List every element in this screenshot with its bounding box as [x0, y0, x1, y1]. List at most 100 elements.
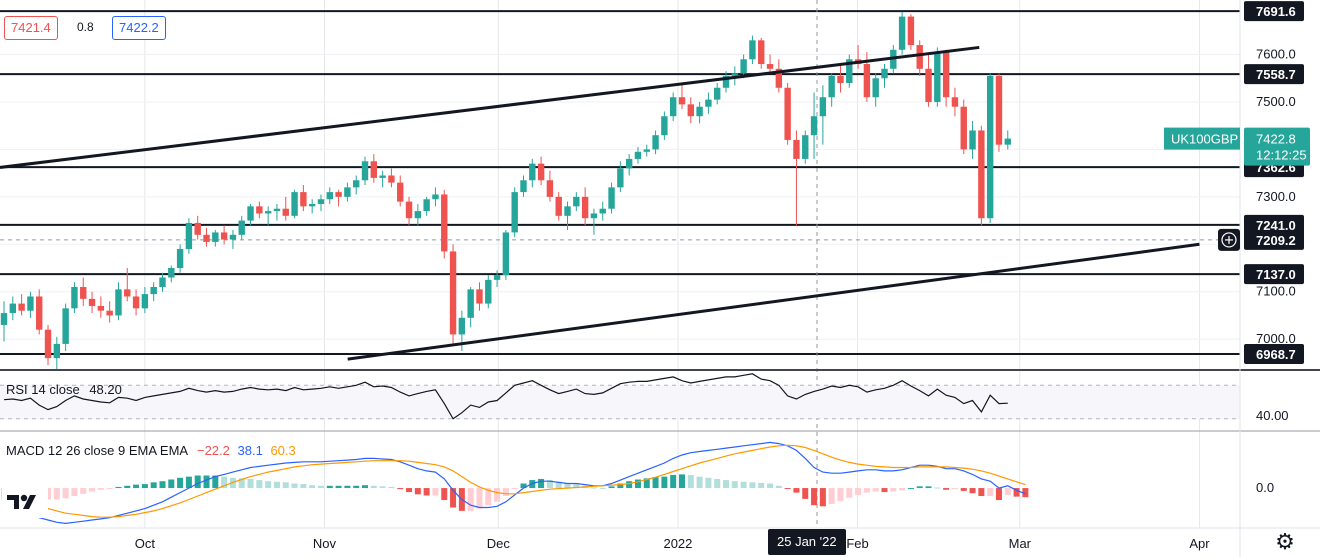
candle-body — [71, 286, 78, 309]
macd-histogram-bar — [846, 488, 853, 498]
candle-body — [18, 303, 25, 311]
macd-histogram-bar — [634, 479, 641, 489]
candle-body — [53, 343, 61, 359]
price-tick-label: 7500.0 — [1256, 94, 1296, 109]
candle-body — [925, 68, 932, 102]
level-tag-label: 7558.7 — [1256, 67, 1296, 82]
macd-histogram-bar — [678, 474, 685, 489]
macd-histogram-bar — [406, 488, 413, 493]
candle-body — [150, 286, 157, 295]
candle-body — [661, 116, 668, 136]
macd-histogram-bar — [212, 475, 219, 489]
macd-histogram-bar — [546, 480, 553, 489]
macd-histogram-bar — [775, 485, 782, 489]
candle-body — [264, 211, 272, 214]
ask-price-box[interactable]: 7422.2 — [112, 16, 166, 40]
candle-body — [300, 192, 307, 207]
candle-body — [27, 296, 34, 311]
candle-body — [168, 268, 175, 278]
macd-histogram-bar — [141, 484, 148, 489]
macd-histogram-bar — [723, 480, 730, 489]
candle-body — [634, 151, 642, 159]
candle-body — [106, 310, 113, 316]
bid-price-box[interactable]: 7421.4 — [4, 16, 58, 40]
macd-histogram-bar — [388, 486, 395, 489]
candle-body — [969, 130, 976, 150]
macd-histogram-bar — [626, 481, 633, 489]
candle-body — [696, 106, 703, 117]
macd-histogram-bar — [397, 488, 404, 490]
macd-legend[interactable]: MACD 12 26 close 9 EMA EMA −22.2 38.1 60… — [6, 443, 296, 458]
candle-body — [176, 249, 184, 269]
macd-histogram-bar — [291, 483, 298, 489]
macd-histogram-bar — [749, 482, 756, 489]
candle-body — [132, 296, 140, 309]
candle-body — [361, 161, 369, 181]
macd-histogram-bar — [881, 488, 888, 493]
macd-histogram-bar — [502, 488, 509, 497]
time-tick-label: Mar — [1009, 536, 1032, 551]
macd-histogram-bar — [767, 483, 774, 489]
level-tag — [1244, 64, 1304, 85]
candle-body — [652, 135, 659, 150]
macd-histogram-bar — [168, 479, 175, 489]
macd-histogram-bar — [185, 476, 192, 489]
macd-histogram-bar — [943, 488, 950, 490]
candle-body — [810, 116, 818, 136]
macd-histogram-bar — [326, 485, 333, 489]
macd-histogram-bar — [62, 488, 69, 499]
macd-histogram-bar — [819, 488, 826, 507]
tradingview-logo-icon[interactable] — [2, 484, 48, 518]
macd-histogram-bar — [934, 487, 941, 489]
candle-body — [115, 289, 122, 316]
macd-histogram-bar — [150, 482, 157, 489]
symbol-name-tag — [1164, 127, 1240, 150]
gear-icon[interactable]: ⚙ — [1275, 529, 1295, 554]
macd-histogram-bar — [564, 483, 571, 489]
rsi-legend[interactable]: RSI 14 close 48.20 — [6, 382, 122, 397]
macd-histogram-bar — [309, 485, 316, 489]
macd-histogram-bar — [511, 488, 518, 490]
candle-body — [291, 192, 298, 216]
candle-body — [520, 180, 527, 193]
candle-body — [414, 211, 422, 219]
candle-body — [353, 180, 360, 188]
macd-histogram-bar — [273, 481, 280, 489]
candle-body — [124, 289, 131, 297]
candle-body — [802, 135, 809, 159]
candle-body — [731, 73, 739, 76]
candle-body — [80, 286, 87, 299]
candle-body — [247, 206, 254, 221]
macd-histogram-bar — [1022, 488, 1029, 498]
time-tick-label: 2022 — [663, 536, 692, 551]
level-tag-label: 7691.6 — [1256, 4, 1296, 19]
macd-histogram-bar — [599, 488, 606, 490]
macd-histogram-bar — [705, 477, 712, 489]
candle-body — [749, 40, 756, 60]
macd-histogram-bar — [194, 475, 201, 489]
macd-histogram-bar — [485, 488, 492, 506]
macd-histogram-bar — [423, 488, 430, 496]
macd-histogram-bar — [370, 485, 377, 489]
macd-histogram-bar — [317, 485, 324, 489]
macd-histogram-bar — [643, 478, 650, 489]
macd-histogram-bar — [256, 480, 263, 489]
macd-histogram-bar — [907, 488, 914, 490]
candle-body — [573, 196, 580, 207]
macd-line — [3, 441, 1026, 525]
crosshair-plus-icon[interactable] — [1218, 228, 1240, 251]
rsi-band — [0, 385, 1240, 419]
macd-histogram-value: −22.2 — [196, 443, 230, 458]
candle-body — [758, 40, 765, 65]
candle-body — [441, 194, 448, 252]
candle-body — [449, 251, 457, 335]
candle-body — [951, 97, 959, 107]
candle-body — [714, 87, 721, 100]
candle-body — [669, 97, 677, 117]
candle-body — [555, 196, 562, 216]
candle-body — [97, 305, 105, 311]
candle-body — [273, 208, 281, 212]
macd-histogram-bar — [890, 488, 897, 492]
candle-body — [581, 196, 589, 219]
